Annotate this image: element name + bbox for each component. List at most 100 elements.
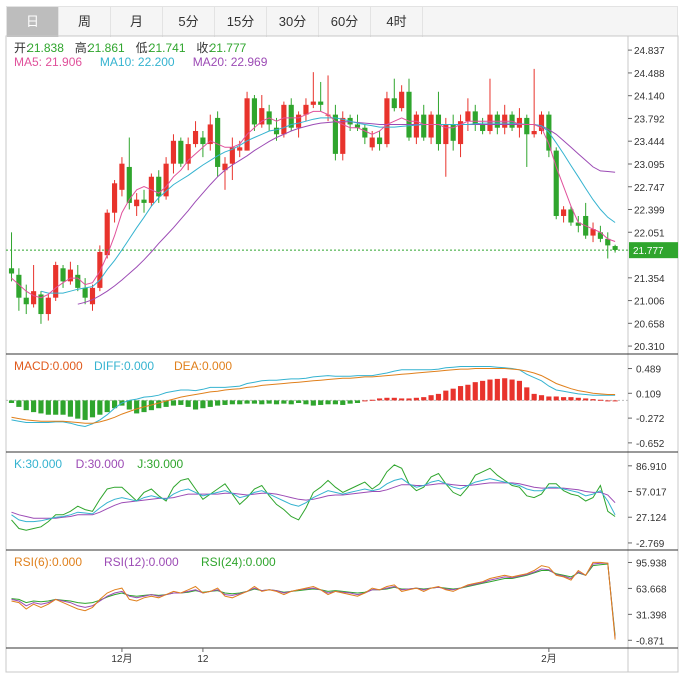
tab-1[interactable]: 周 bbox=[59, 7, 111, 37]
candle-body bbox=[75, 274, 81, 288]
tab-2[interactable]: 月 bbox=[111, 7, 163, 37]
candle-body bbox=[391, 98, 397, 109]
candle-body bbox=[16, 274, 22, 298]
candle-body bbox=[406, 91, 412, 138]
candle-body bbox=[472, 111, 478, 125]
macd-bar bbox=[97, 400, 103, 415]
macd-label-1: DIFF:0.000 bbox=[94, 359, 154, 373]
macd-bar bbox=[104, 400, 110, 413]
candle-body bbox=[435, 114, 442, 145]
candle-body bbox=[296, 114, 302, 128]
macd-bar bbox=[575, 397, 581, 401]
kdj-k-line bbox=[11, 478, 616, 523]
macd-bar bbox=[399, 398, 405, 401]
rsi12-line bbox=[11, 562, 616, 639]
candle-body bbox=[561, 209, 567, 216]
tab-0[interactable]: 日 bbox=[7, 7, 59, 37]
ohlc-low: 21.741 bbox=[149, 41, 186, 55]
ma-label-ma5: MA5: 21.906 bbox=[14, 55, 82, 69]
price-tick-label: 24.488 bbox=[634, 69, 665, 80]
candle-body bbox=[126, 166, 132, 203]
macd-bar bbox=[332, 400, 338, 405]
candle-body bbox=[119, 163, 125, 190]
candle-body bbox=[575, 222, 581, 226]
macd-bar bbox=[141, 400, 147, 413]
price-tick-label: 23.792 bbox=[634, 114, 665, 125]
macd-bar bbox=[421, 397, 427, 401]
candle-body bbox=[428, 114, 434, 138]
kdj-tick-label: 57.017 bbox=[636, 488, 667, 499]
macd-bar bbox=[266, 400, 272, 404]
macd-bar bbox=[296, 400, 302, 403]
ohlc-high_label: 高: bbox=[75, 40, 90, 55]
macd-bar bbox=[568, 397, 574, 401]
macd-bar bbox=[502, 378, 508, 401]
macd-bar bbox=[273, 400, 280, 405]
kdj-tick-label: 86.910 bbox=[636, 462, 667, 473]
current-price-tag bbox=[629, 242, 678, 259]
candle-body bbox=[480, 124, 486, 131]
kdj-j-line bbox=[11, 464, 616, 531]
macd-label-0: MACD:0.000 bbox=[14, 359, 83, 373]
candle-body bbox=[45, 297, 51, 315]
macd-bar bbox=[590, 399, 596, 401]
macd-bar bbox=[443, 390, 449, 401]
candle-body bbox=[215, 117, 221, 167]
tab-3[interactable]: 5分 bbox=[163, 7, 215, 37]
macd-bar bbox=[561, 397, 567, 401]
kdj-tick-label: 27.124 bbox=[636, 513, 667, 524]
macd-dea-line bbox=[11, 368, 616, 424]
candle-body bbox=[281, 104, 287, 135]
candle-body bbox=[369, 137, 375, 148]
macd-bar bbox=[31, 400, 37, 413]
candle-body bbox=[111, 183, 118, 213]
macd-bar bbox=[472, 382, 478, 401]
macd-bar bbox=[200, 400, 206, 409]
macd-bar bbox=[435, 393, 442, 401]
ma20-line bbox=[77, 121, 616, 305]
candle-body bbox=[303, 104, 309, 115]
candle-body bbox=[531, 130, 537, 135]
macd-label-2: DEA:0.000 bbox=[174, 359, 232, 373]
macd-bar bbox=[369, 399, 375, 401]
price-tick-label: 22.747 bbox=[634, 183, 665, 194]
candle-body bbox=[362, 127, 368, 138]
ma-label-ma20: MA20: 22.969 bbox=[193, 55, 268, 69]
candle-body bbox=[318, 101, 324, 105]
macd-bar bbox=[531, 393, 537, 401]
rsi-label-2: RSI(24):0.000 bbox=[201, 555, 276, 569]
candle-body bbox=[590, 229, 596, 236]
candle-body bbox=[332, 114, 338, 154]
macd-bar bbox=[185, 400, 191, 407]
candle-body bbox=[553, 150, 559, 216]
macd-bar bbox=[605, 400, 611, 402]
macd-bar bbox=[111, 400, 118, 409]
candle-body bbox=[192, 130, 199, 145]
candle-body bbox=[89, 287, 96, 305]
macd-bar bbox=[354, 400, 361, 403]
price-tick-label: 20.310 bbox=[634, 342, 665, 353]
ohlc-close_label: 收: bbox=[196, 41, 211, 55]
time-tick-label: 12月 bbox=[111, 653, 132, 665]
macd-bar bbox=[516, 380, 523, 401]
ohlc-high: 21.861 bbox=[88, 41, 125, 55]
candle-body bbox=[141, 199, 147, 203]
macd-bar bbox=[229, 400, 235, 405]
macd-bar bbox=[163, 400, 169, 407]
macd-bar bbox=[16, 400, 22, 407]
tab-5[interactable]: 30分 bbox=[267, 7, 319, 37]
tab-6[interactable]: 60分 bbox=[319, 7, 371, 37]
macd-bar bbox=[8, 400, 15, 403]
candle-body bbox=[134, 199, 140, 207]
rsi24-line bbox=[11, 563, 616, 636]
macd-bar bbox=[494, 378, 500, 401]
rsi-tick-label: 31.398 bbox=[636, 610, 667, 621]
rsi6-line bbox=[11, 561, 616, 640]
tab-4[interactable]: 15分 bbox=[215, 7, 267, 37]
candle-body bbox=[82, 287, 88, 298]
macd-bar bbox=[237, 400, 243, 405]
period-tabs: 日周月 5分 15分 30分 60分 4时 bbox=[6, 6, 678, 37]
candle-body bbox=[170, 140, 177, 164]
tab-7[interactable]: 4时 bbox=[371, 7, 423, 37]
ohlc-open: 21.838 bbox=[27, 41, 64, 55]
